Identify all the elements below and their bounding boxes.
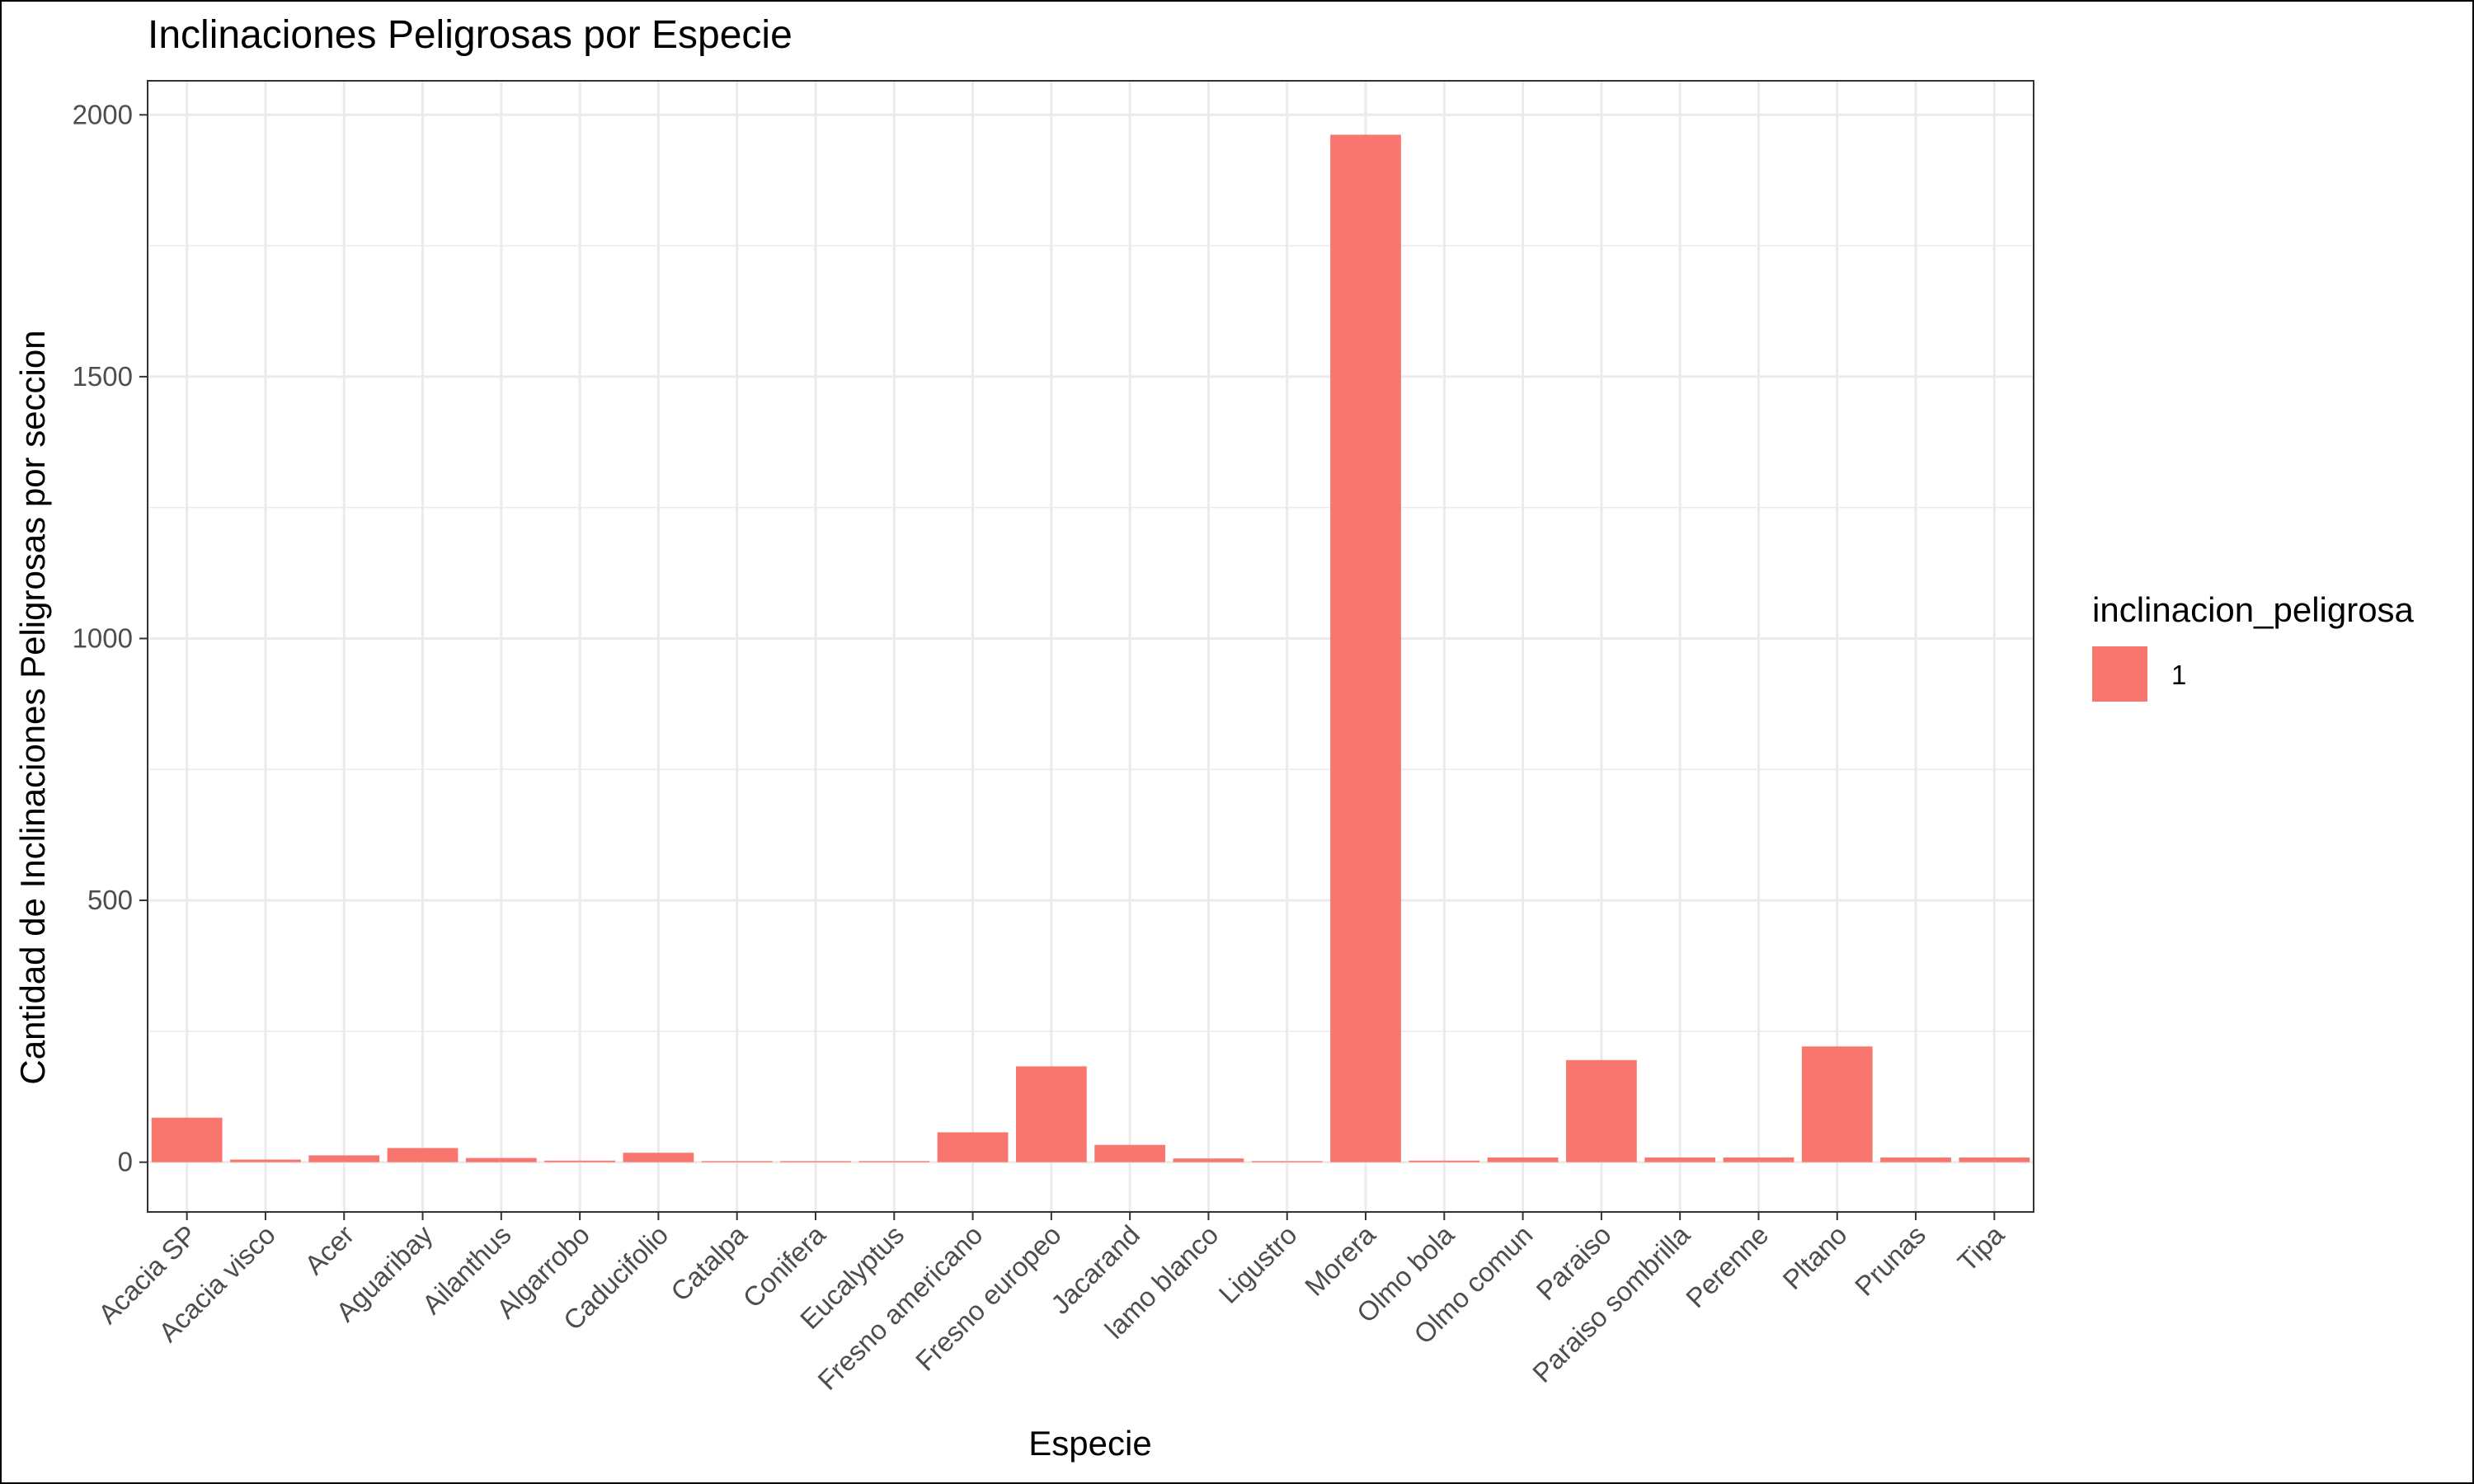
bar [151, 1117, 223, 1162]
y-axis-ticks: 0 500 1000 1500 2000 [73, 99, 148, 1177]
bar [701, 1161, 773, 1162]
bar [1015, 1066, 1087, 1162]
y-tick-label: 500 [87, 885, 133, 915]
y-tick-label: 0 [118, 1147, 133, 1177]
bars [151, 134, 2030, 1162]
bar [1566, 1059, 1637, 1162]
bar [544, 1160, 615, 1162]
x-axis-title: Especie [1028, 1424, 1151, 1463]
bar [623, 1153, 694, 1162]
bar [387, 1148, 459, 1162]
bar [230, 1159, 301, 1162]
bar [858, 1161, 930, 1162]
bar [937, 1132, 1009, 1162]
bar [1173, 1158, 1244, 1162]
panel-border [147, 80, 2034, 1213]
bar [1409, 1160, 1480, 1162]
bar [780, 1161, 851, 1162]
legend-key [2092, 646, 2147, 702]
chart-title: Inclinaciones Peligrosas por Especie [148, 13, 793, 57]
bar [1801, 1046, 1873, 1162]
bar [308, 1155, 380, 1162]
legend-label: 1 [2171, 660, 2186, 690]
bar [1723, 1157, 1794, 1162]
legend: inclinacion_peligrosa 1 [2092, 590, 2415, 702]
bar [1330, 134, 1401, 1162]
bar [1644, 1157, 1716, 1162]
bar [1487, 1157, 1559, 1162]
grid-minor [148, 245, 2034, 1032]
y-axis-title: Cantidad de Inclinaciones Peligrosas por… [13, 330, 52, 1084]
bar [1251, 1161, 1323, 1162]
y-tick-label: 1000 [73, 622, 133, 653]
bar [465, 1158, 537, 1162]
bar [1094, 1144, 1166, 1162]
legend-title: inclinacion_peligrosa [2092, 590, 2415, 629]
y-tick-label: 1500 [73, 361, 133, 392]
bar [1959, 1157, 2030, 1162]
y-tick-label: 2000 [73, 99, 133, 129]
bar [1880, 1157, 1951, 1162]
